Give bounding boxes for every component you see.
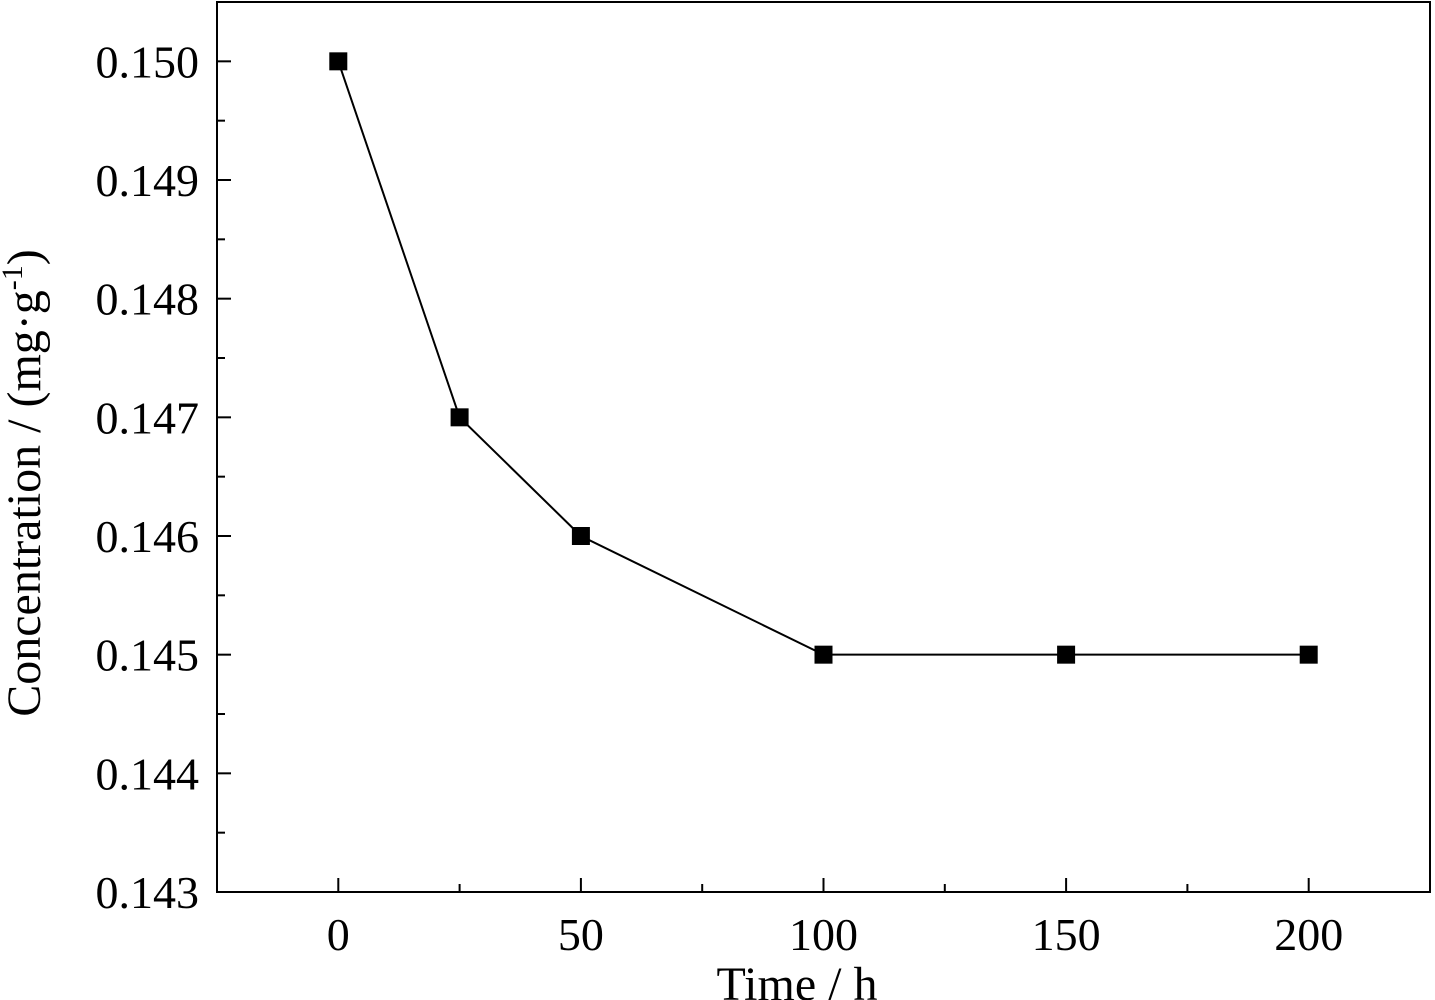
y-tick-label: 0.143	[96, 867, 200, 918]
plot-frame	[216, 1, 1431, 893]
y-tick-label: 0.144	[96, 748, 200, 799]
data-series	[329, 52, 1318, 664]
y-tick-label: 0.145	[96, 630, 200, 681]
y-axis-title: Concentration / (mg·g-1)	[0, 249, 51, 717]
y-tick-label: 0.150	[96, 36, 200, 87]
axis-ticks	[217, 1, 1310, 893]
x-tick-label: 150	[1032, 909, 1101, 960]
y-axis-title-sup: -1	[0, 265, 29, 290]
y-axis-title-close: )	[0, 249, 51, 265]
y-tick-label: 0.149	[96, 155, 200, 206]
x-tick-label: 100	[789, 909, 858, 960]
axis-tick-labels: 0 50 100 150 200 0.143 0.144 0.145 0.146 0.147 0.1…	[96, 36, 1344, 960]
data-point-marker	[571, 527, 590, 545]
y-tick-label: 0.146	[96, 511, 200, 562]
data-point-marker	[329, 52, 348, 71]
y-tick-label: 0.147	[96, 392, 200, 443]
series-line	[337, 61, 1309, 656]
x-tick-label: 50	[558, 909, 604, 960]
data-point-marker	[1057, 645, 1076, 664]
x-axis-title: Time / h	[717, 958, 878, 1000]
data-point-marker	[814, 645, 833, 664]
data-point-marker	[450, 408, 469, 427]
x-tick-label: 0	[327, 909, 350, 960]
y-axis-title-main: Concentration / (mg·g	[0, 290, 51, 717]
x-tick-label: 200	[1274, 909, 1343, 960]
y-tick-label: 0.148	[96, 274, 200, 325]
data-point-marker	[1299, 645, 1318, 664]
